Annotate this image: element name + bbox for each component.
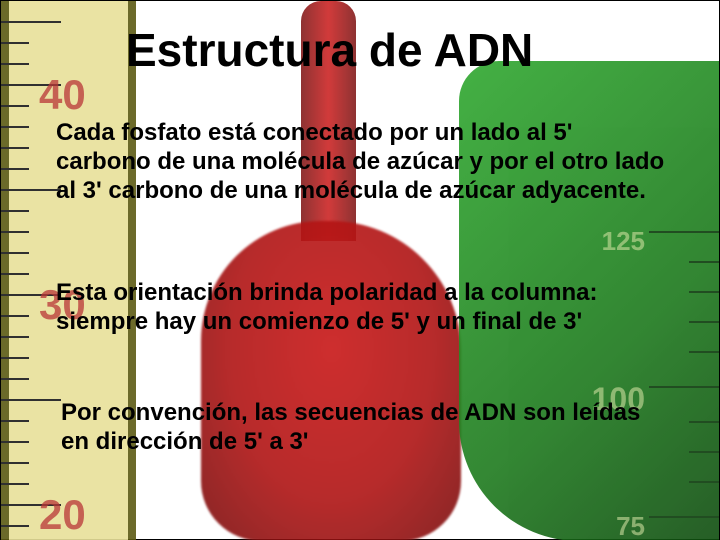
paragraph-2: Esta orientación brinda polaridad a la c… bbox=[56, 279, 666, 337]
paragraph-3: Por convención, las secuencias de ADN so… bbox=[61, 399, 661, 457]
slide: 40 30 20 125 100 75 Estructura de ADN Ca… bbox=[0, 0, 720, 540]
paragraph-1: Cada fosfato está conectado por un lado … bbox=[56, 119, 666, 205]
slide-title: Estructura de ADN bbox=[126, 23, 533, 77]
content-layer: Estructura de ADN Cada fosfato está cone… bbox=[1, 1, 720, 540]
